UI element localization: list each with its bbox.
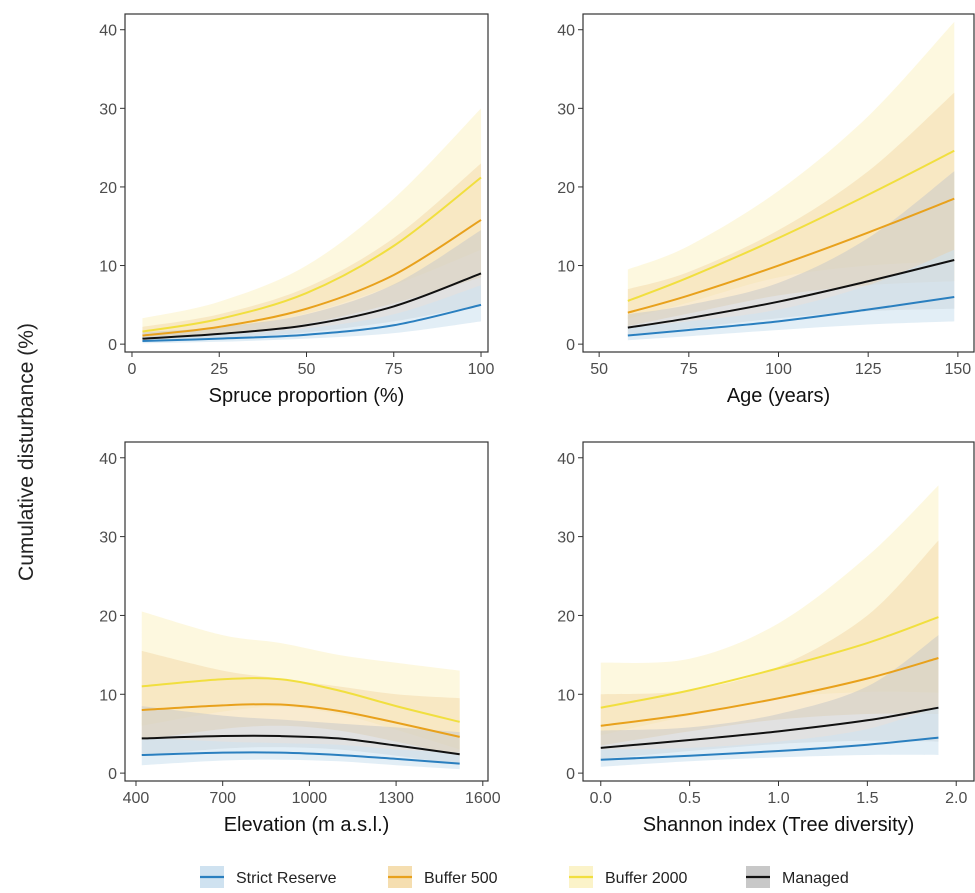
legend-label: Strict Reserve [236,870,337,887]
legend-label: Buffer 500 [424,870,498,887]
y-tick-label: 20 [557,180,575,197]
x-tick-label: 1.0 [767,790,789,807]
line-managed [141,734,460,756]
line-strict-reserve [627,295,955,337]
x-tick-label: 125 [855,361,882,378]
x-tick-label: 75 [680,361,698,378]
legend-item-strict-reserve: Strict Reserve [200,866,337,888]
plot-area [142,108,482,344]
x-tick-label: 75 [385,361,403,378]
x-tick-label: 1000 [292,790,328,807]
y-tick-label: 40 [99,451,117,468]
y-tick-label: 0 [108,337,117,354]
x-axis-title: Spruce proportion (%) [209,385,405,407]
x-tick-label: 400 [123,790,150,807]
plot-area [600,485,939,767]
line-strict-reserve [142,303,482,342]
x-tick-label: 100 [468,361,495,378]
y-tick-label: 0 [108,766,117,783]
x-axis-title: Elevation (m a.s.l.) [224,814,390,836]
y-tick-label: 0 [566,337,575,354]
line-managed [600,706,939,749]
line-buffer-500 [600,657,939,727]
panel-3: 0 10 20 30 40 400 700 1000 1300 1600 Elevation (m … [99,441,501,836]
line-buffer-2000 [141,677,460,723]
line-strict-reserve [141,751,460,765]
panel-1: 0 10 20 30 40 0 25 50 75 100 Spruce proportion (%) [99,13,495,407]
line-managed [142,272,482,340]
x-tick-label: 50 [298,361,316,378]
x-axis-title: Age (years) [727,385,830,407]
x-tick-label: 2.0 [945,790,967,807]
plot-area [141,611,460,770]
ci-band-strict-reserve [627,249,955,341]
x-tick-label: 1.5 [856,790,878,807]
line-buffer-500 [141,703,460,738]
y-tick-label: 20 [99,608,117,625]
line-buffer-500 [627,197,955,314]
legend-label: Buffer 2000 [605,870,688,887]
ci-band-managed [600,635,939,759]
y-tick-label: 20 [99,180,117,197]
y-tick-label: 30 [99,530,117,547]
x-tick-label: 1600 [465,790,501,807]
legend-item-buffer-2000: Buffer 2000 [569,866,688,888]
x-tick-label: 0 [128,361,137,378]
y-tick-label: 30 [557,530,575,547]
legend-item-managed: Managed [746,866,849,888]
x-tick-label: 50 [590,361,608,378]
y-tick-label: 40 [99,23,117,40]
line-buffer-500 [142,219,482,337]
x-tick-label: 100 [765,361,792,378]
y-tick-label: 40 [557,23,575,40]
line-buffer-2000 [627,149,955,302]
ci-band-strict-reserve [600,706,939,767]
y-tick-label: 40 [557,451,575,468]
y-tick-label: 10 [557,259,575,276]
y-tick-label: 30 [557,101,575,118]
y-tick-label: 10 [557,687,575,704]
panel-4: 0 10 20 30 40 0.0 0.5 1.0 1.5 2.0 Shannon index (T… [557,441,975,836]
line-managed [627,259,955,329]
plot-area [627,21,955,341]
y-tick-label: 30 [99,101,117,118]
y-tick-label: 0 [566,766,575,783]
x-tick-label: 25 [210,361,228,378]
x-tick-label: 1300 [378,790,414,807]
legend-item-buffer-500: Buffer 500 [388,866,498,888]
x-tick-label: 150 [945,361,972,378]
y-axis-title: Cumulative disturbance (%) [15,323,38,581]
x-tick-label: 0.5 [679,790,701,807]
legend: Strict Reserve Buffer 500 Buffer 2000 Manag… [200,866,849,888]
line-buffer-2000 [142,176,482,333]
line-strict-reserve [600,736,939,761]
x-tick-label: 700 [209,790,236,807]
panel-2: 0 10 20 30 40 50 75 100 125 150 Age (years) [557,13,975,407]
y-tick-label: 10 [99,687,117,704]
legend-label: Managed [782,870,849,887]
line-buffer-2000 [600,616,939,709]
x-tick-label: 0.0 [590,790,612,807]
ci-band-strict-reserve [142,285,482,344]
x-axis-title: Shannon index (Tree diversity) [643,814,915,836]
y-tick-label: 20 [557,608,575,625]
panel-border [124,441,489,782]
y-tick-label: 10 [99,259,117,276]
